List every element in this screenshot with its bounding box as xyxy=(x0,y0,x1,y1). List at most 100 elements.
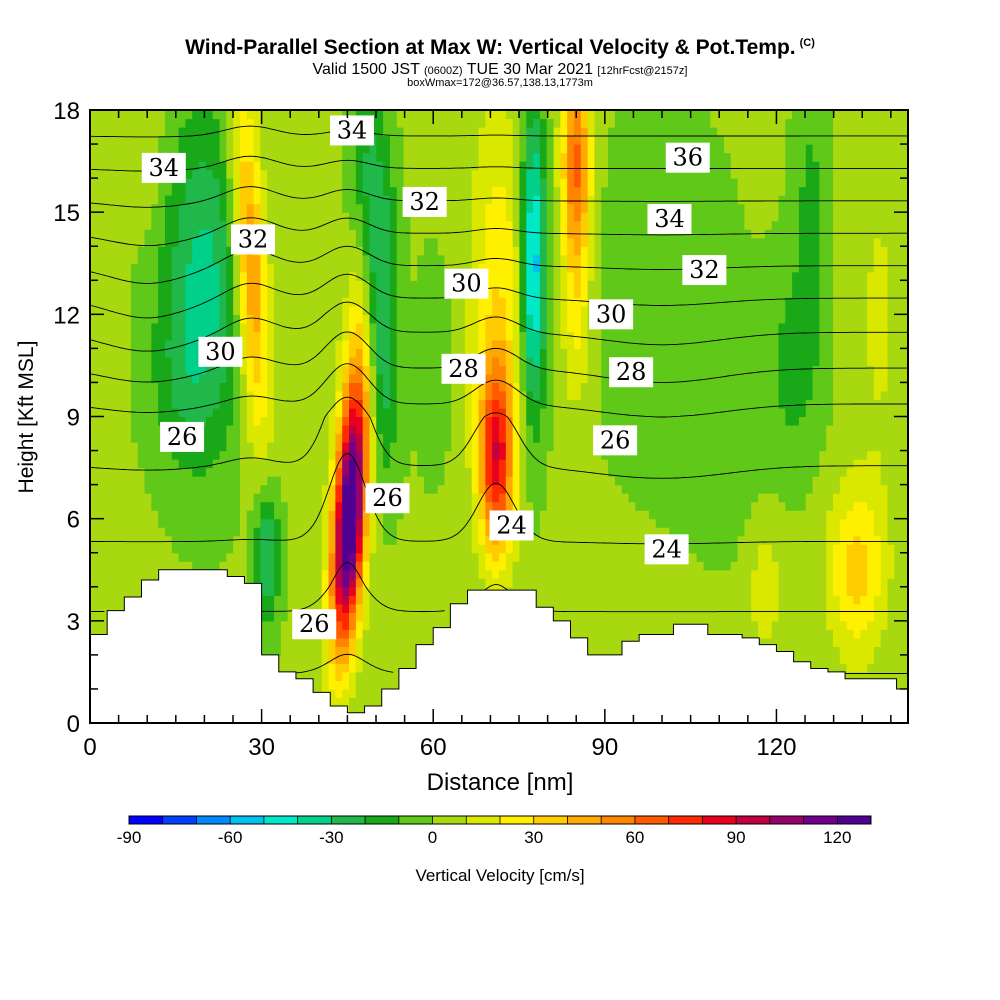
velocity-cell xyxy=(533,288,541,298)
velocity-cell xyxy=(553,544,561,554)
velocity-cell xyxy=(192,152,200,162)
velocity-cell xyxy=(260,484,268,494)
velocity-cell xyxy=(485,254,493,264)
velocity-cell xyxy=(485,365,493,375)
velocity-cell xyxy=(410,510,418,520)
velocity-cell xyxy=(103,501,112,511)
velocity-cell xyxy=(178,510,187,520)
velocity-cell xyxy=(369,442,377,452)
velocity-cell xyxy=(383,569,391,579)
velocity-cell xyxy=(451,484,459,494)
velocity-cell xyxy=(349,229,357,239)
velocity-cell xyxy=(226,407,234,418)
velocity-cell xyxy=(376,144,384,154)
velocity-cell xyxy=(526,348,534,358)
velocity-cell xyxy=(124,425,132,435)
velocity-cell xyxy=(492,425,500,435)
velocity-cell xyxy=(505,569,514,579)
velocity-cell xyxy=(376,629,384,639)
velocity-cell xyxy=(124,390,132,401)
velocity-cell xyxy=(294,544,302,554)
velocity-cell xyxy=(505,416,514,426)
velocity-cell xyxy=(137,561,146,571)
velocity-cell xyxy=(151,425,159,435)
velocity-cell xyxy=(389,152,398,162)
velocity-cell xyxy=(505,552,514,562)
velocity-cell xyxy=(335,263,343,273)
velocity-cell xyxy=(274,271,282,281)
velocity-cell xyxy=(226,254,234,264)
velocity-cell xyxy=(437,144,446,154)
velocity-cell xyxy=(212,212,221,222)
velocity-cell xyxy=(546,305,555,315)
velocity-cell xyxy=(342,382,350,392)
velocity-cell xyxy=(144,246,152,256)
velocity-cell xyxy=(103,220,112,230)
velocity-cell xyxy=(342,586,350,596)
velocity-cell xyxy=(505,288,514,298)
velocity-cell xyxy=(103,246,112,256)
velocity-cell xyxy=(280,127,289,137)
velocity-cell xyxy=(233,135,241,145)
velocity-cell xyxy=(464,246,473,256)
velocity-cell xyxy=(294,178,302,188)
velocity-cell xyxy=(267,280,275,290)
velocity-cell xyxy=(274,186,282,196)
velocity-cell xyxy=(239,527,248,537)
velocity-cell xyxy=(314,671,323,682)
velocity-cell xyxy=(499,356,507,367)
velocity-cell xyxy=(226,467,234,477)
velocity-cell xyxy=(485,288,493,298)
velocity-cell xyxy=(226,544,234,554)
velocity-cell xyxy=(355,203,364,213)
velocity-cell xyxy=(349,169,357,179)
velocity-cell xyxy=(383,118,391,128)
velocity-cell xyxy=(226,220,234,230)
velocity-cell xyxy=(464,518,473,528)
velocity-cell xyxy=(369,229,377,239)
velocity-cell xyxy=(103,314,112,324)
velocity-cell xyxy=(124,280,132,290)
velocity-cell xyxy=(478,305,486,315)
velocity-cell xyxy=(546,161,555,171)
velocity-cell xyxy=(335,331,343,341)
velocity-cell xyxy=(464,331,473,341)
velocity-cell xyxy=(485,305,493,315)
velocity-cell xyxy=(444,110,452,120)
velocity-cell xyxy=(294,365,302,375)
velocity-cell xyxy=(314,127,323,137)
velocity-cell xyxy=(335,382,343,392)
velocity-cell xyxy=(171,203,180,213)
velocity-cell xyxy=(355,305,364,315)
velocity-cell xyxy=(369,450,377,460)
velocity-cell xyxy=(144,110,152,120)
velocity-cell xyxy=(205,399,214,409)
velocity-cell xyxy=(124,339,132,349)
velocity-cell xyxy=(376,476,384,486)
velocity-cell xyxy=(492,382,500,392)
velocity-cell xyxy=(164,212,173,222)
velocity-cell xyxy=(294,484,302,494)
velocity-cell xyxy=(526,237,534,247)
velocity-cell xyxy=(519,280,527,290)
velocity-cell xyxy=(349,578,357,588)
velocity-cell xyxy=(369,288,377,298)
velocity-cell xyxy=(294,416,302,426)
velocity-cell xyxy=(546,407,555,418)
velocity-cell xyxy=(362,654,371,664)
velocity-cell xyxy=(410,527,418,537)
velocity-cell xyxy=(308,535,316,545)
velocity-cell xyxy=(342,501,350,511)
velocity-cell xyxy=(424,254,432,264)
velocity-cell xyxy=(239,365,248,375)
velocity-cell xyxy=(130,433,139,443)
velocity-cell xyxy=(485,407,493,418)
velocity-cell xyxy=(185,356,193,367)
velocity-cell xyxy=(444,535,452,545)
velocity-cell xyxy=(417,442,425,452)
velocity-cell xyxy=(192,467,200,477)
velocity-cell xyxy=(383,169,391,179)
velocity-cell xyxy=(512,561,521,571)
velocity-cell xyxy=(137,263,146,273)
velocity-cell xyxy=(539,416,548,426)
